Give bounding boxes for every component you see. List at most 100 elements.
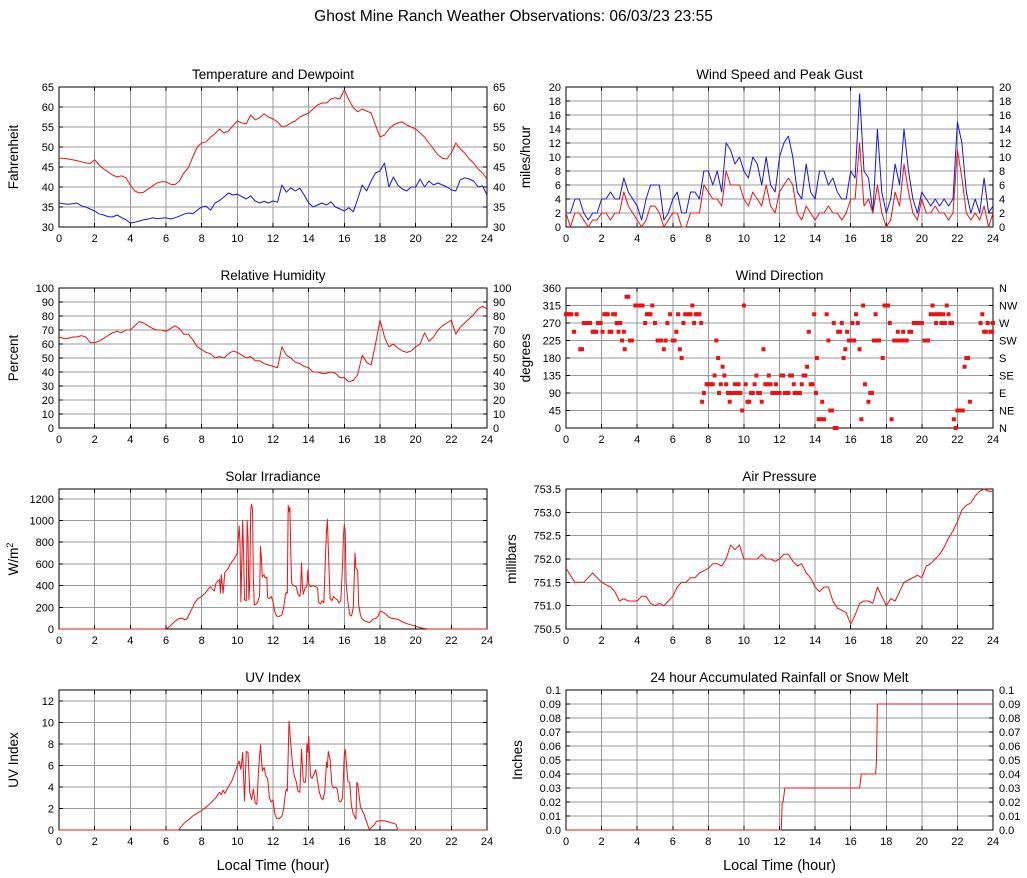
y-tick-label: 0.01 (540, 811, 561, 823)
y-tick-label: 50 (42, 142, 54, 154)
y-tick-label: 752.5 (533, 531, 561, 543)
x-tick-label: 24 (481, 836, 493, 848)
y-tick-label: 14 (549, 124, 561, 136)
y-tick-label-right: 2 (999, 208, 1005, 220)
series-wind-direction-points (564, 294, 995, 430)
x-tick-label: 24 (481, 434, 493, 446)
y-tick-label-right: 0.09 (999, 699, 1020, 711)
x-tick-label: 8 (199, 434, 205, 446)
series-solar-irradiance-line (59, 503, 487, 630)
x-tick-label: 20 (410, 233, 422, 245)
y-tick-label-right: SW (999, 336, 1017, 348)
y-tick-label-right: 0 (493, 423, 499, 435)
y-tick-label-right: 16 (999, 110, 1011, 122)
y-axis-label: UV Index (6, 732, 21, 788)
x-tick-label: 4 (127, 635, 133, 647)
x-tick-label: 22 (951, 836, 963, 848)
y-axis-label: millibars (504, 534, 519, 584)
x-tick-label: 0 (563, 434, 569, 446)
x-tick-label: 18 (374, 233, 386, 245)
x-tick-label: 24 (987, 836, 999, 848)
y-tick-label-right: 0.05 (999, 755, 1020, 767)
page-title: Ghost Mine Ranch Weather Observations: 0… (314, 8, 713, 25)
y-axis-label: Fahrenheit (6, 124, 21, 189)
y-tick-label-right: 60 (493, 339, 505, 351)
x-tick-label: 10 (738, 836, 750, 848)
y-tick-label: 10 (42, 409, 54, 421)
x-tick-label: 12 (267, 233, 279, 245)
y-tick-label-right: 40 (493, 367, 505, 379)
x-tick-label: 6 (670, 836, 676, 848)
x-tick-label: 8 (705, 635, 711, 647)
y-tick-label: 0 (555, 423, 561, 435)
grid-lines (58, 86, 488, 228)
x-tick-label: 2 (599, 836, 605, 848)
chart-title: Relative Humidity (220, 268, 325, 283)
y-axis-label: miles/hour (518, 125, 533, 188)
x-tick-label: 6 (163, 233, 169, 245)
x-tick-label: 24 (987, 635, 999, 647)
x-tick-label: 10 (231, 635, 243, 647)
x-tick-label: 16 (338, 233, 350, 245)
grid-lines (58, 690, 488, 831)
y-tick-label: 45 (549, 406, 561, 418)
axis-labels: 0 2 4 6 8 10 12 14 16 18 20 22 240.0 0.00.01 0.010.02 0… (540, 670, 1021, 874)
x-tick-label: 22 (445, 434, 457, 446)
y-tick-label: 20 (42, 395, 54, 407)
y-tick-label-right: 80 (493, 311, 505, 323)
x-tick-label: 12 (773, 635, 785, 647)
x-tick-label: 10 (231, 233, 243, 245)
chart-solar-irradiance: 0 2 4 6 8 10 12 14 16 18 20 22 240200400600800100012… (5, 469, 493, 647)
x-tick-label: 8 (705, 836, 711, 848)
y-tick-label-right: 6 (999, 180, 1005, 192)
chart-title: Temperature and Dewpoint (192, 67, 354, 82)
x-tick-label: 16 (338, 434, 350, 446)
y-tick-label-right: 0.03 (999, 783, 1020, 795)
plot-frame (58, 86, 488, 228)
y-tick-label: 0 (48, 825, 54, 837)
series-peak-gust-line (566, 93, 994, 221)
chart-title: 24 hour Accumulated Rainfall or Snow Mel… (650, 670, 908, 685)
x-tick-label: 22 (951, 233, 963, 245)
y-tick-label-right: N (999, 423, 1007, 435)
y-tick-label-right: 60 (493, 102, 505, 114)
y-axis-label: Inches (510, 740, 525, 780)
x-tick-label: 2 (92, 836, 98, 848)
y-tick-label-right: 0.1 (999, 685, 1014, 697)
x-tick-label: 14 (809, 233, 821, 245)
y-tick-label-right: 0.01 (999, 811, 1020, 823)
y-tick-label: 0 (555, 222, 561, 234)
x-tick-label: 2 (92, 635, 98, 647)
y-tick-label: 90 (42, 297, 54, 309)
y-tick-label: 100 (36, 283, 54, 295)
y-tick-label: 0.09 (540, 699, 561, 711)
x-tick-label: 8 (199, 836, 205, 848)
y-tick-label: 10 (549, 152, 561, 164)
x-axis-label: Local Time (hour) (723, 858, 836, 874)
x-tick-label: 4 (127, 233, 133, 245)
x-tick-label: 6 (670, 635, 676, 647)
axis-labels: 0 2 4 6 8 10 12 14 16 18 20 22 240200400600800100012… (30, 469, 494, 647)
x-tick-label: 20 (916, 233, 928, 245)
y-tick-label: 753.5 (533, 484, 561, 496)
grid-lines (58, 489, 488, 630)
x-tick-label: 2 (599, 233, 605, 245)
y-tick-label: 12 (549, 138, 561, 150)
x-tick-label: 4 (127, 836, 133, 848)
x-tick-label: 18 (880, 836, 892, 848)
plot-frame (565, 86, 994, 228)
y-tick-label-right: 20 (999, 82, 1011, 94)
y-tick-label: 2 (555, 208, 561, 220)
x-tick-label: 6 (163, 434, 169, 446)
x-tick-label: 12 (773, 836, 785, 848)
y-tick-label-right: NE (999, 406, 1014, 418)
x-tick-label: 0 (563, 836, 569, 848)
y-tick-label: 6 (48, 760, 54, 772)
y-tick-label-right: 18 (999, 96, 1011, 108)
